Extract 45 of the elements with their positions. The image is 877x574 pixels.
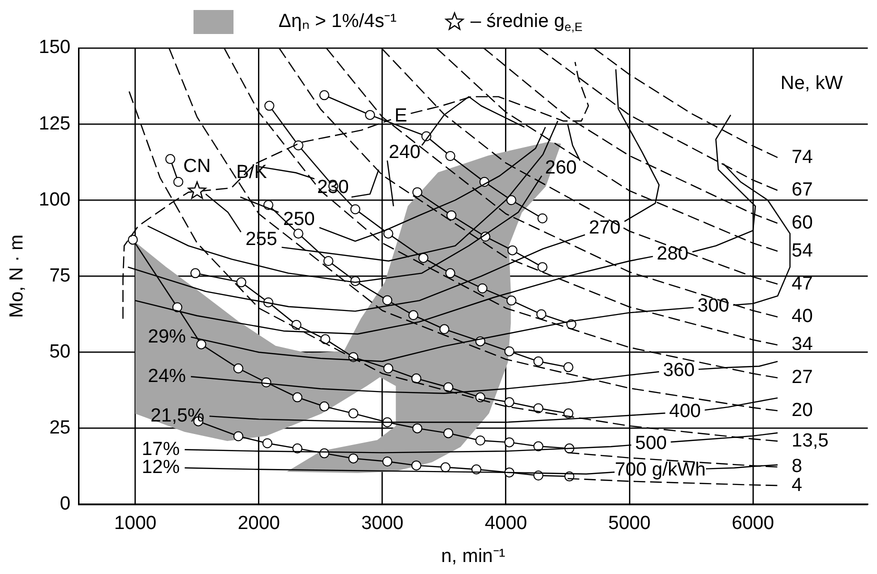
series-label: 260 <box>545 157 577 178</box>
y-axis-title: Mo, N · m <box>6 234 28 318</box>
y-tick-label: 75 <box>49 265 70 286</box>
x-tick-label: 1000 <box>114 513 156 534</box>
series-label: 40 <box>792 306 813 328</box>
series-label: 27 <box>792 367 813 388</box>
series-label: 240 <box>388 142 420 164</box>
series-label: 67 <box>792 180 813 201</box>
series-label: 300 <box>698 296 730 317</box>
y-tick-label: 100 <box>38 189 70 210</box>
series-label: E <box>394 106 408 127</box>
annotation: 12% <box>142 457 180 478</box>
x-tick-label: 4000 <box>484 513 528 534</box>
series-label: 20 <box>792 400 813 421</box>
y-tick-label: 25 <box>49 418 70 439</box>
x-tick-label: 6000 <box>732 513 774 534</box>
annotation: 29% <box>148 326 186 348</box>
series-label: 360 <box>662 360 695 381</box>
series-label: 500 <box>635 432 667 454</box>
annotation: 24% <box>148 366 186 387</box>
annotation: 17% <box>142 438 180 460</box>
x-tick-label: 5000 <box>608 513 651 534</box>
series-label: 400 <box>669 400 701 422</box>
series-label: 60 <box>792 212 813 234</box>
annotation: CN <box>183 156 211 178</box>
series-label: 270 <box>588 217 621 238</box>
series-label: 47 <box>792 273 813 294</box>
series-label: 8 <box>792 456 802 478</box>
x-axis-title: n, min⁻¹ <box>441 546 506 567</box>
legend-label: Δηₙ > 1%/4s⁻¹ <box>278 11 397 32</box>
x-tick-label: 2000 <box>238 513 280 534</box>
annotation: Ne, kW <box>780 73 843 94</box>
series-label: 250 <box>283 209 315 230</box>
y-tick-label: 125 <box>38 113 70 134</box>
y-tick-label: 0 <box>60 494 70 515</box>
series-label: 74 <box>792 146 814 168</box>
annotation: 21,5% <box>150 405 205 426</box>
series-label: 4 <box>792 474 803 496</box>
y-tick-label: 50 <box>49 342 70 362</box>
series-label: 54 <box>792 240 814 262</box>
series-label: 34 <box>792 334 814 356</box>
x-tick-label: 3000 <box>361 513 404 534</box>
series-label: 280 <box>656 243 688 264</box>
y-tick-label: 150 <box>38 37 70 58</box>
series-label: 13,5 <box>792 430 829 452</box>
